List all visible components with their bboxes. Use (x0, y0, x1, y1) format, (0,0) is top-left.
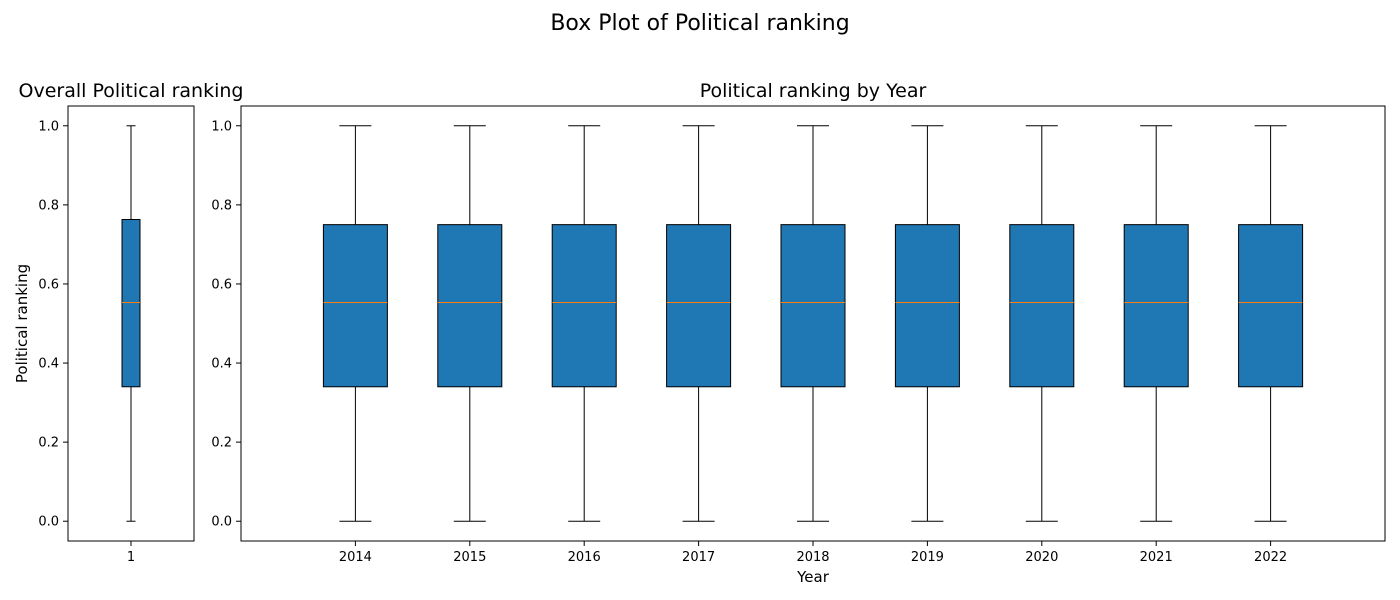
x-tick-label: 2015 (453, 550, 486, 565)
box-1 (121, 125, 141, 522)
box-2019 (894, 125, 960, 522)
box-body (1009, 224, 1075, 388)
panels: Overall Political ranking 0.0 0.2 0.4 0.6 0.8… (13, 80, 1386, 586)
box-body (437, 224, 503, 388)
box-2020 (1009, 125, 1075, 522)
box-2015 (437, 125, 503, 522)
y-tick-label: 0.0 (211, 515, 232, 530)
y-tick-label: 0.6 (38, 277, 59, 292)
x-tick-label: 2018 (796, 550, 829, 565)
x-tick-label: 2019 (911, 550, 944, 565)
box-2016 (551, 125, 617, 522)
panel-title: Political ranking by Year (700, 80, 927, 102)
box-2017 (666, 125, 732, 522)
box-2021 (1123, 125, 1189, 522)
box-2014 (322, 125, 388, 522)
x-tick-label: 2021 (1140, 550, 1173, 565)
figure-title: Box Plot of Political ranking (550, 11, 849, 36)
panel-2: Political ranking by Year 0.0 0.2 0.4 0.6 0.8… (211, 80, 1386, 586)
x-tick-label: 2014 (339, 550, 372, 565)
box-body (894, 224, 960, 388)
panel-title: Overall Political ranking (19, 80, 244, 102)
y-tick-label: 0.0 (38, 515, 59, 530)
x-tick-label: 2022 (1254, 550, 1287, 565)
y-tick-label: 0.8 (211, 198, 232, 213)
axes-frame (67, 105, 195, 542)
x-tick-label: 2016 (568, 550, 601, 565)
panel-1: Overall Political ranking 0.0 0.2 0.4 0.6 0.8… (13, 80, 243, 565)
axes-frame (240, 105, 1386, 542)
y-tick-label: 0.4 (38, 357, 59, 372)
y-tick-label: 0.4 (211, 357, 232, 372)
box-2022 (1238, 125, 1304, 522)
y-tick-label: 1.0 (211, 119, 232, 134)
box-body (666, 224, 732, 388)
box-body (322, 224, 388, 388)
box-body (780, 224, 846, 388)
y-tick-label: 0.6 (211, 277, 232, 292)
box-2018 (780, 125, 846, 522)
box-body (551, 224, 617, 388)
y-tick-label: 0.2 (38, 436, 59, 451)
box-body (121, 218, 141, 388)
box-body (1238, 224, 1304, 388)
x-tick-label: 2020 (1025, 550, 1058, 565)
x-axis-title: Year (796, 568, 830, 586)
y-tick-label: 0.8 (38, 198, 59, 213)
box-body (1123, 224, 1189, 388)
y-tick-label: 0.2 (211, 436, 232, 451)
y-tick-label: 1.0 (38, 119, 59, 134)
x-tick-label: 2017 (682, 550, 715, 565)
x-tick-label: 1 (127, 550, 135, 565)
y-axis-title: Political ranking (13, 264, 31, 383)
